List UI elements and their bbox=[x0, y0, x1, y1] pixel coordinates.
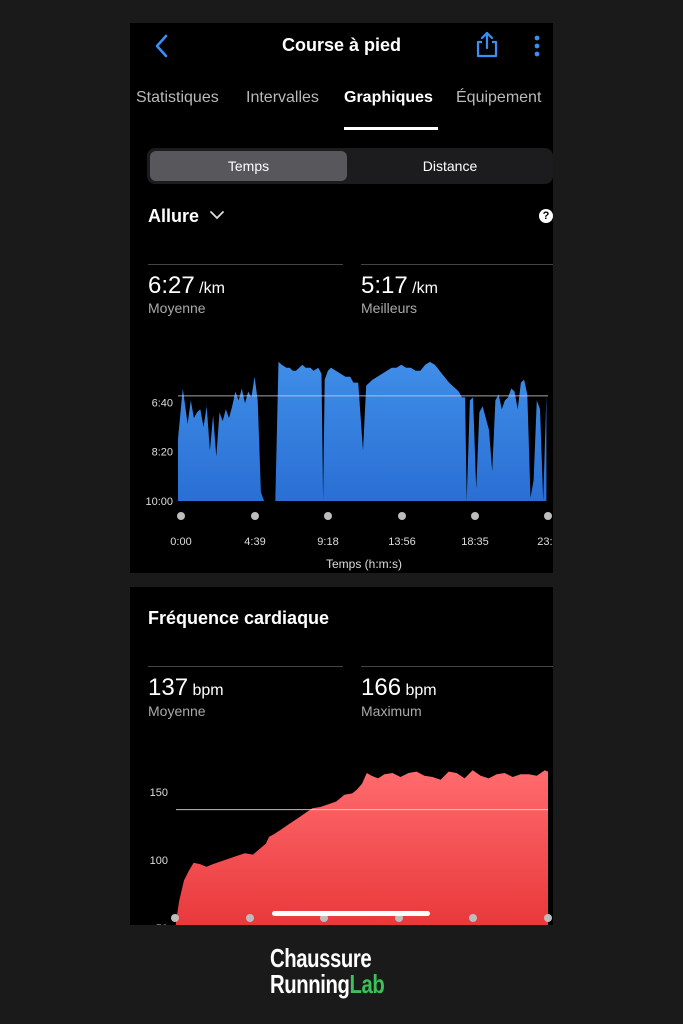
phone-screen: Course à pied Statistiques Intervalles G… bbox=[130, 23, 553, 925]
pace-area bbox=[178, 361, 547, 501]
heart-rate-chart[interactable]: 150 100 50 bbox=[130, 738, 553, 925]
pace-x-tick-label: 9:18 bbox=[317, 536, 338, 548]
segment-distance[interactable]: Distance bbox=[422, 158, 478, 174]
section-divider bbox=[130, 573, 553, 587]
pace-x-tick-label: 0:00 bbox=[170, 536, 191, 548]
hr-max-label: Maximum bbox=[361, 703, 422, 719]
pace-metric-selector[interactable]: Allure bbox=[148, 206, 225, 227]
share-icon[interactable] bbox=[474, 31, 500, 59]
pace-y-tick-label: 6:40 bbox=[152, 397, 173, 409]
pace-x-tick-dot bbox=[544, 512, 552, 520]
pace-best-stat: 5:17 /km bbox=[361, 272, 438, 300]
tab-equipement[interactable]: Équipement bbox=[456, 89, 542, 106]
tab-bar: Statistiques Intervalles Graphiques Équi… bbox=[130, 89, 553, 129]
hr-y-tick-label: 100 bbox=[150, 855, 168, 867]
more-options-icon[interactable] bbox=[534, 35, 540, 57]
pace-x-tick-dot bbox=[324, 512, 332, 520]
hr-y-tick-label: 50 bbox=[156, 923, 168, 925]
hr-area bbox=[176, 770, 548, 925]
pace-x-tick-dot bbox=[398, 512, 406, 520]
hr-x-tick-dot bbox=[171, 914, 179, 922]
logo-word-chaussure: Chaussure bbox=[270, 943, 372, 973]
hr-max-value: 166 bbox=[361, 674, 402, 701]
logo-word-runninglab: RunningLab bbox=[270, 969, 385, 999]
pace-y-tick-label: 10:00 bbox=[145, 496, 173, 508]
help-icon[interactable]: ? bbox=[539, 209, 553, 223]
tab-statistiques[interactable]: Statistiques bbox=[136, 89, 219, 106]
stat-divider bbox=[361, 666, 553, 667]
pace-x-tick-dot bbox=[251, 512, 259, 520]
pace-x-tick-label: 13:56 bbox=[388, 536, 416, 548]
hr-x-tick-dot bbox=[544, 914, 552, 922]
pace-average-stat: 6:27 /km bbox=[148, 272, 225, 300]
pace-x-tick-dot bbox=[177, 512, 185, 520]
brand-logo: Chaussure RunningLab bbox=[270, 945, 420, 1005]
segment-temps[interactable]: Temps bbox=[150, 151, 347, 181]
home-indicator[interactable] bbox=[272, 911, 430, 916]
pace-x-axis-label: Temps (h:m:s) bbox=[326, 557, 402, 571]
hr-max-unit: bpm bbox=[405, 682, 437, 699]
active-tab-indicator bbox=[344, 127, 438, 130]
hr-average-value: 137 bbox=[148, 674, 189, 701]
pace-average-value: 6:27 bbox=[148, 272, 195, 299]
pace-average-label: Moyenne bbox=[148, 300, 206, 316]
hr-x-tick-dot bbox=[395, 914, 403, 922]
stat-divider bbox=[148, 666, 343, 667]
pace-best-label: Meilleurs bbox=[361, 300, 418, 316]
pace-x-tick-label: 23:1 bbox=[537, 536, 553, 548]
back-chevron-icon[interactable] bbox=[150, 33, 174, 59]
hr-x-tick-dot bbox=[246, 914, 254, 922]
pace-x-tick-label: 18:35 bbox=[461, 536, 489, 548]
hr-average-label: Moyenne bbox=[148, 703, 206, 719]
chevron-down-icon bbox=[210, 211, 225, 220]
pace-best-value: 5:17 bbox=[361, 272, 408, 299]
hr-average-stat: 137 bpm bbox=[148, 674, 224, 702]
hr-max-stat: 166 bpm bbox=[361, 674, 437, 702]
pace-y-tick-label: 8:20 bbox=[152, 447, 173, 459]
stat-divider bbox=[148, 264, 343, 265]
tab-graphiques[interactable]: Graphiques bbox=[344, 89, 433, 106]
pace-x-tick-dot bbox=[471, 512, 479, 520]
page-title: Course à pied bbox=[281, 35, 402, 55]
hr-y-tick-label: 150 bbox=[150, 787, 168, 799]
pace-best-unit: /km bbox=[412, 280, 438, 297]
tab-intervalles[interactable]: Intervalles bbox=[246, 89, 319, 106]
hr-x-tick-dot bbox=[320, 914, 328, 922]
pace-x-tick-label: 4:39 bbox=[244, 536, 265, 548]
pace-title: Allure bbox=[148, 206, 200, 226]
hr-average-unit: bpm bbox=[192, 682, 224, 699]
segmented-control: Temps Distance bbox=[147, 148, 553, 184]
heart-rate-title: Fréquence cardiaque bbox=[148, 608, 330, 628]
stat-divider bbox=[361, 264, 553, 265]
pace-average-unit: /km bbox=[199, 280, 225, 297]
hr-x-tick-dot bbox=[469, 914, 477, 922]
pace-chart[interactable]: 6:40 8:20 10:00 0:00 4:39 9:18 13:56 18:35 23:1 T… bbox=[130, 333, 553, 573]
